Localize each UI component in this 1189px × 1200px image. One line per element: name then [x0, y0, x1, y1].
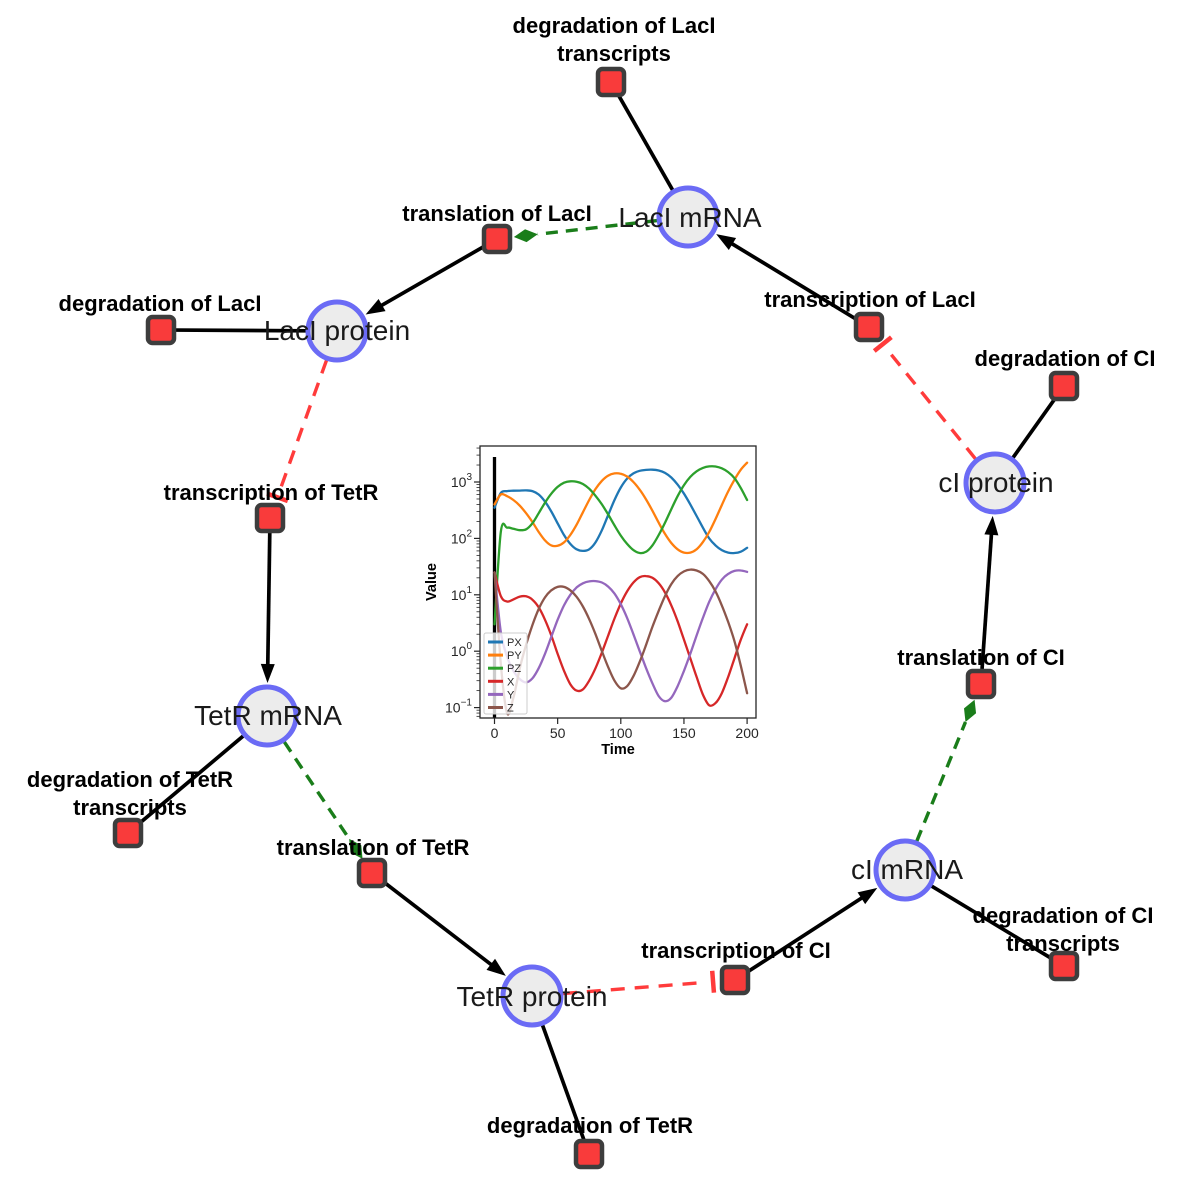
species-label-laci-protein: LacI protein: [264, 315, 410, 346]
reaction-node-translation-of-laci[interactable]: [481, 223, 513, 255]
reaction-label-degradation-of-ci: degradation of CI: [975, 346, 1156, 371]
edge-transcription-of-ci-to-ci-mrna: [746, 887, 878, 974]
inhibition-tbar: [872, 335, 893, 353]
arrowhead: [260, 663, 275, 684]
species-label-laci-mrna: LacI mRNA: [618, 202, 761, 233]
reaction-node-degradation-of-ci-transcripts[interactable]: [1048, 950, 1080, 982]
chart-series-Y: [493, 569, 749, 703]
reaction-label-degradation-of-laci: degradation of LacI: [59, 291, 262, 316]
species-node-laci-protein[interactable]: [305, 299, 369, 363]
species-node-laci-mrna[interactable]: [656, 185, 720, 249]
inhibition-tbar: [709, 970, 717, 993]
chart-x-tick-label-0: 0: [491, 725, 499, 741]
modifier-diamond: [513, 229, 538, 243]
species-label-ci-protein: cI protein: [938, 467, 1053, 498]
edge-laci-protein-to-degradation-of-laci: [175, 328, 307, 333]
inhibition-tbar: [266, 491, 289, 504]
reaction-node-translation-of-ci[interactable]: [965, 668, 997, 700]
edge-laci-mrna-to-degradation-of-laci-transcripts: [616, 94, 675, 191]
reaction-label-transcription-of-tetr: transcription of TetR: [164, 480, 379, 505]
chart-x-tick-label-2: 100: [609, 725, 633, 741]
legend-label-Y: Y: [507, 689, 515, 701]
arrowhead: [486, 958, 506, 976]
chart-y-tick-label-3: 102: [451, 528, 473, 546]
nodes-layer: [112, 66, 1080, 1170]
species-node-tetr-mrna[interactable]: [235, 684, 299, 748]
edge-laci-protein-to-transcription-of-tetr: [266, 359, 329, 504]
arrowhead: [365, 299, 386, 315]
chart-series-PZ: [493, 465, 749, 626]
species-node-tetr-protein[interactable]: [500, 964, 564, 1028]
reaction-node-transcription-of-laci[interactable]: [853, 311, 885, 343]
species-node-ci-protein[interactable]: [963, 451, 1027, 515]
arrowhead: [857, 887, 878, 905]
chart-series-PY: [493, 461, 749, 555]
reaction-node-degradation-of-laci[interactable]: [145, 314, 177, 346]
edge-transcription-of-tetr-to-tetr-mrna: [260, 532, 275, 684]
chart-y-tick-label-1: 100: [451, 641, 473, 659]
chart-series-Z: [493, 568, 749, 716]
species-node-ci-mrna[interactable]: [873, 838, 937, 902]
arrowhead: [716, 234, 737, 250]
reaction-label-degradation-of-laci-transcripts: degradation of LacI transcripts: [513, 13, 716, 66]
edge-laci-mrna-to-translation-of-laci: [513, 218, 658, 243]
reaction-label-degradation-of-tetr: degradation of TetR: [487, 1113, 693, 1138]
edge-translation-of-laci-to-laci-protein: [365, 244, 485, 315]
modifier-diamond: [964, 699, 977, 722]
species-label-ci-mrna: cI mRNA: [851, 854, 963, 885]
edge-ci-protein-to-degradation-of-ci: [1011, 397, 1057, 459]
edge-tetr-protein-to-degradation-of-tetr: [540, 1024, 586, 1141]
reaction-label-transcription-of-ci: transcription of CI: [641, 938, 830, 963]
arrowhead: [984, 515, 999, 536]
chart-frame: [479, 445, 757, 719]
reaction-node-transcription-of-tetr[interactable]: [254, 502, 286, 534]
reaction-label-translation-of-laci: translation of LacI: [402, 201, 591, 226]
reaction-node-degradation-of-laci-transcripts[interactable]: [595, 66, 627, 98]
edge-ci-mrna-to-translation-of-ci: [915, 699, 977, 842]
species-label-tetr-protein: TetR protein: [457, 981, 608, 1012]
legend-label-X: X: [507, 676, 515, 688]
chart-x-tick-label-3: 150: [672, 725, 696, 741]
reaction-label-transcription-of-laci: transcription of LacI: [764, 287, 975, 312]
modifier-diamond: [349, 838, 363, 859]
chart-x-tick-label-4: 200: [735, 725, 759, 741]
edge-translation-of-ci-to-ci-protein: [980, 515, 999, 670]
reaction-label-translation-of-tetr: translation of TetR: [277, 835, 470, 860]
chart-ylabel: Value: [424, 563, 440, 601]
edge-translation-of-tetr-to-tetr-protein: [382, 880, 506, 976]
chart-series-PX: [493, 468, 749, 555]
reaction-node-degradation-of-ci[interactable]: [1048, 370, 1080, 402]
chart-y-tick-label-0: 10−1: [445, 698, 472, 716]
edge-tetr-mrna-to-translation-of-tetr: [282, 740, 363, 859]
reaction-label-degradation-of-ci-transcripts: degradation of CI transcripts: [973, 903, 1154, 956]
species-label-tetr-mrna: TetR mRNA: [194, 700, 342, 731]
chart-y-tick-label-2: 101: [451, 585, 473, 603]
edge-tetr-protein-to-transcription-of-ci: [562, 970, 717, 996]
edge-tetr-mrna-to-degradation-of-tetr-transcripts: [138, 734, 245, 825]
legend-label-PX: PX: [507, 637, 522, 649]
reaction-node-degradation-of-tetr-transcripts[interactable]: [112, 817, 144, 849]
legend-label-PZ: PZ: [507, 663, 521, 675]
chart-ticks: [474, 447, 748, 724]
edge-ci-protein-to-transcription-of-laci: [872, 335, 977, 460]
chart-x-tick-label-1: 50: [550, 725, 566, 741]
chart-xlabel: Time: [601, 742, 635, 758]
labels-layer: degradation of LacI transcripts translatio…: [27, 13, 1156, 1138]
edge-transcription-of-laci-to-laci-mrna: [716, 234, 858, 321]
reaction-label-degradation-of-tetr-transcripts: degradation of TetR transcripts: [27, 767, 233, 820]
chart-y-tick-label-4: 103: [451, 472, 473, 490]
reaction-node-degradation-of-tetr[interactable]: [573, 1138, 605, 1170]
chart-series-layer: [493, 461, 749, 716]
legend-label-PY: PY: [507, 650, 522, 662]
reaction-node-translation-of-tetr[interactable]: [356, 857, 388, 889]
reaction-label-translation-of-ci: translation of CI: [897, 645, 1064, 670]
legend-label-Z: Z: [507, 703, 514, 715]
edges-layer: [138, 94, 1057, 1141]
reaction-node-transcription-of-ci[interactable]: [719, 964, 751, 996]
edge-ci-mrna-to-degradation-of-ci-transcripts: [930, 884, 1053, 960]
